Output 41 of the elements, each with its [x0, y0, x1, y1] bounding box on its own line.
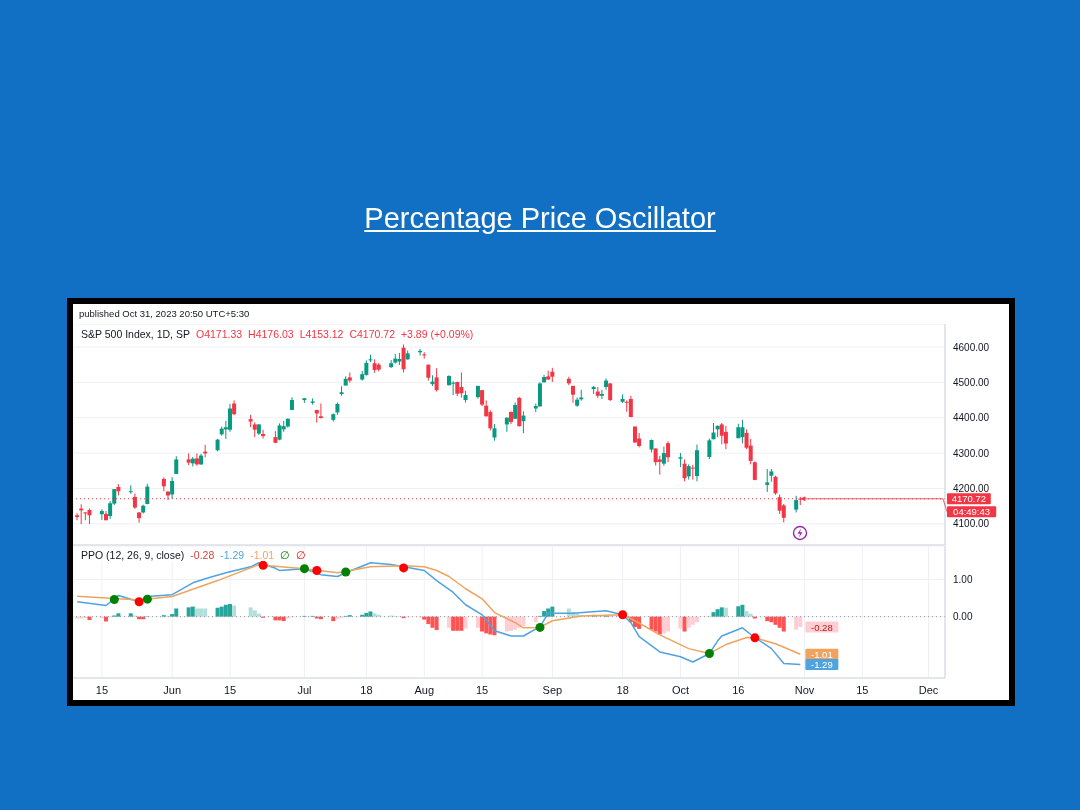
annotation: H4176.03 — [248, 328, 294, 340]
annotation: O4171.33 — [195, 328, 243, 340]
x-tick-label: 15 — [95, 683, 109, 696]
chart-title: Percentage Price Oscillator — [363, 202, 717, 235]
annotation: -1.01 — [250, 549, 275, 561]
annotation: C4170.72 — [349, 328, 395, 340]
x-tick-label: Jun — [163, 683, 182, 696]
y-tick-label: 4300.00 — [953, 447, 990, 459]
annotation: -0.28 — [811, 621, 833, 633]
x-tick-label: Dec — [918, 683, 939, 696]
y-tick-label: 4200.00 — [953, 482, 990, 494]
x-tick-label: 18 — [616, 683, 629, 696]
annotation: -1.29 — [811, 659, 833, 671]
annotation: L4153.12 — [299, 328, 344, 340]
annotation: +3.89 (+0.09%) — [400, 328, 474, 340]
x-tick-label: Aug — [414, 683, 435, 696]
annotation: S&P 500 Index, 1D, SP — [81, 328, 190, 340]
y-tick-label: 4100.00 — [953, 518, 990, 530]
y-tick-label: 4500.00 — [953, 376, 990, 388]
ref-line-label: 4170.72 — [951, 493, 987, 505]
x-tick-label: 15 — [856, 683, 869, 696]
y-tick-label: 4600.00 — [953, 341, 990, 353]
annotation: -1.01 — [811, 648, 833, 660]
x-tick-label: 15 — [476, 683, 489, 696]
x-tick-label: Nov — [794, 683, 815, 696]
y-tick-label: 0.00 — [953, 611, 973, 623]
x-tick-label: Sep — [542, 683, 563, 696]
chart-title: PPO (12, 26, 9, close) — [81, 549, 185, 561]
annotation: ∅ — [296, 549, 307, 561]
x-tick-label: Oct — [671, 683, 690, 696]
x-tick-label: 16 — [732, 683, 745, 696]
x-tick-label: 15 — [223, 683, 237, 696]
annotation: -1.29 — [220, 549, 245, 561]
annotation: ∅ — [280, 549, 291, 561]
y-tick-label: 1.00 — [953, 574, 973, 586]
annotation: -0.28 — [190, 549, 215, 561]
x-tick-label: Jul — [297, 683, 312, 696]
x-tick-label: 18 — [360, 683, 373, 696]
chart-subtitle: published Oct 31, 2023 20:50 UTC+5:30 — [79, 308, 250, 319]
y-tick-label: 4400.00 — [953, 412, 990, 424]
annotation: 04:49:43 — [953, 506, 991, 518]
